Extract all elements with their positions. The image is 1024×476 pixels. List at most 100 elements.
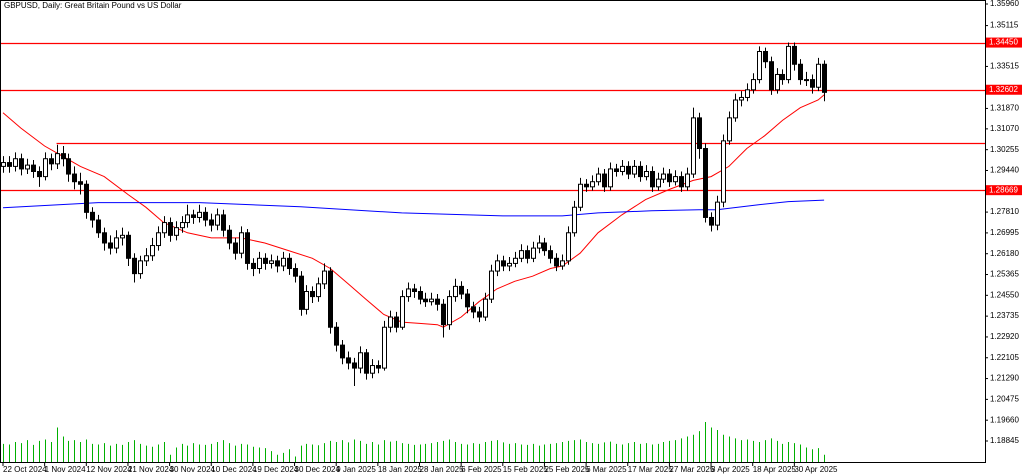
candle-body	[739, 96, 744, 101]
candle	[72, 166, 77, 190]
candle	[441, 299, 446, 338]
candle	[745, 83, 750, 102]
candle-body	[245, 232, 250, 264]
y-tick-label: 1.24550	[990, 290, 1019, 299]
candle	[798, 59, 803, 85]
candle-body	[501, 260, 506, 267]
candle	[620, 160, 625, 176]
candle	[263, 253, 268, 270]
candle	[334, 322, 339, 352]
candle-body	[221, 214, 226, 231]
candle-body	[513, 257, 518, 264]
candle-body	[447, 296, 452, 326]
candle	[275, 255, 280, 273]
candle	[816, 57, 821, 92]
candle-body	[620, 165, 625, 172]
candle	[697, 112, 702, 159]
candle-body	[78, 181, 83, 185]
candle	[281, 251, 286, 272]
candle-body	[679, 176, 684, 188]
candle-body	[263, 257, 268, 264]
candle	[650, 166, 655, 192]
candle	[162, 216, 167, 238]
candle-body	[138, 260, 143, 275]
candle-body	[792, 45, 797, 65]
candle-body	[715, 201, 720, 226]
candle-body	[227, 229, 232, 244]
candle	[328, 267, 333, 334]
candle	[519, 244, 524, 263]
candle	[84, 180, 89, 219]
candle	[709, 212, 714, 232]
candle-body	[328, 270, 333, 328]
candle-body	[614, 168, 619, 172]
candle-body	[257, 257, 262, 270]
x-tick-label: 12 Nov 2024	[86, 465, 132, 474]
candle-body	[644, 170, 649, 178]
candle-body	[727, 117, 732, 142]
candle	[203, 207, 208, 227]
candle-body	[685, 173, 690, 188]
candle-body	[251, 262, 256, 270]
candle	[180, 216, 185, 233]
candle	[197, 204, 202, 223]
candle	[489, 264, 494, 303]
candle	[638, 161, 643, 182]
candle	[554, 253, 559, 272]
x-tick-label: 1 Nov 2024	[45, 465, 86, 474]
x-tick-label: 10 Dec 2024	[211, 465, 257, 474]
candle-body	[394, 316, 399, 328]
candle-body	[572, 206, 577, 234]
candle-body	[364, 352, 369, 374]
candle-body	[346, 357, 351, 364]
candle	[406, 282, 411, 302]
x-tick-label: 15 Feb 2025	[503, 465, 548, 474]
candle	[656, 172, 661, 191]
candle	[19, 153, 24, 176]
candle-body	[423, 298, 428, 303]
candle-body	[168, 222, 173, 236]
candle	[37, 166, 42, 187]
candle	[786, 42, 791, 84]
candle-body	[334, 326, 339, 346]
level-label-box	[986, 185, 1022, 196]
y-tick-label: 1.23735	[990, 311, 1019, 320]
candle	[138, 255, 143, 279]
candle	[608, 162, 613, 191]
plot-area	[0, 42, 985, 462]
candle-body	[542, 242, 547, 252]
candle	[316, 277, 321, 302]
candle-body	[400, 296, 405, 328]
candle-body	[709, 216, 714, 226]
level-label-box	[986, 84, 1022, 95]
candle	[418, 286, 423, 305]
candle	[542, 237, 547, 256]
candle-body	[745, 89, 750, 98]
candle-body	[84, 183, 89, 213]
candle	[685, 167, 690, 191]
candle-body	[358, 352, 363, 369]
candle	[792, 42, 797, 71]
candle-body	[293, 268, 298, 277]
plot-frame	[0, 0, 986, 463]
x-tick-label: 30 Dec 2024	[295, 465, 341, 474]
candle-body	[310, 290, 315, 298]
candle-body	[656, 178, 661, 188]
candle	[96, 214, 101, 238]
candle-body	[25, 164, 30, 170]
candle-body	[667, 173, 672, 183]
candle	[174, 221, 179, 241]
candle-body	[275, 260, 280, 267]
candle	[239, 226, 244, 259]
candle-body	[537, 242, 542, 249]
candle	[780, 69, 785, 85]
candle-body	[43, 158, 48, 178]
candle-body	[239, 232, 244, 254]
candle-body	[584, 183, 589, 188]
candle-body	[638, 165, 643, 178]
candle	[435, 294, 440, 311]
candle	[120, 227, 125, 246]
candle	[602, 168, 607, 192]
